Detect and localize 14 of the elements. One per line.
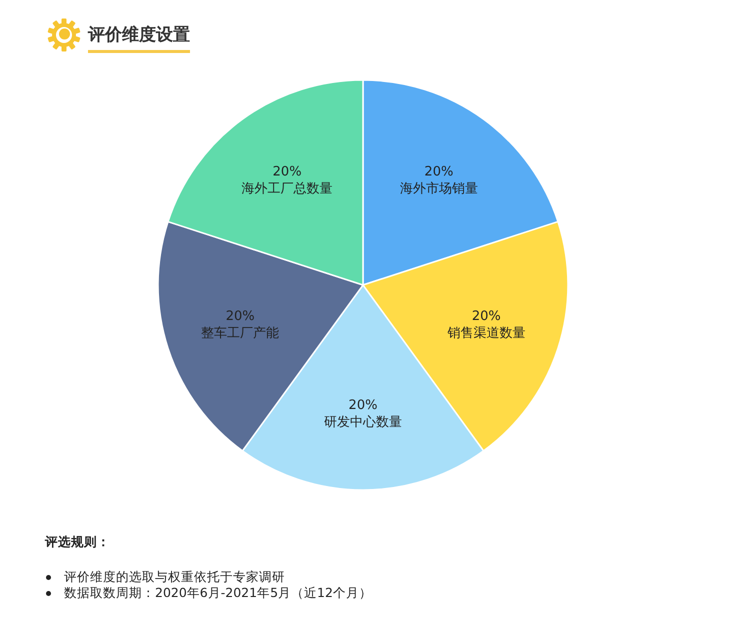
slice-label: 销售渠道数量 bbox=[446, 326, 526, 341]
slice-label: 研发中心数量 bbox=[324, 414, 402, 430]
data-label: 20% bbox=[348, 398, 378, 414]
data-label: 20% bbox=[272, 164, 302, 180]
data-label: 20% bbox=[424, 164, 454, 180]
text: 评价维度的选取与权重依托于专家调研 bbox=[64, 569, 285, 584]
text: 评选规则： bbox=[45, 534, 111, 551]
data-label: 20% bbox=[472, 308, 501, 324]
chart-title: 评价维度设置 bbox=[88, 24, 190, 46]
slice-label: 整车工厂产能 bbox=[201, 326, 280, 341]
slice-label: 海外工厂总数量 bbox=[242, 182, 333, 197]
text: 数据取数周期：2020年6月-2021年5月（近12个月） bbox=[64, 585, 372, 600]
data-label: 20% bbox=[226, 308, 255, 324]
slice-label: 海外市场销量 bbox=[400, 182, 478, 197]
